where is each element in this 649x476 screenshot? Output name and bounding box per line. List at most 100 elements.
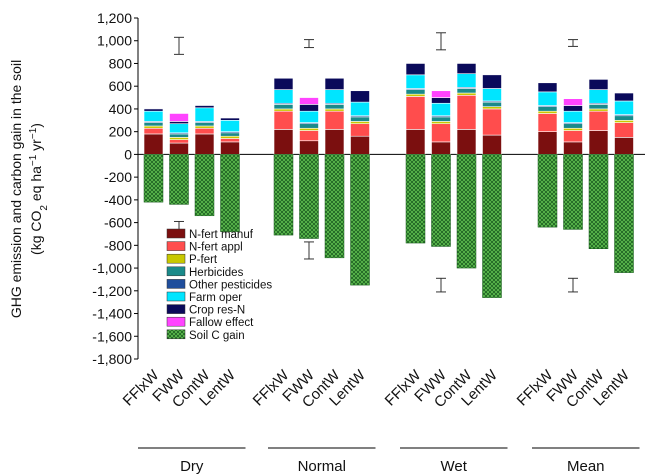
bar-segment-n-fert-appl — [405, 96, 426, 130]
bar-segment-farm-oper — [456, 73, 477, 88]
legend-item-herbicides: Herbicides — [166, 266, 244, 279]
bar-segment-n-fert-appl — [194, 127, 215, 135]
bar-dry-fflxw — [143, 108, 164, 203]
bar-segment-crop-res-n — [563, 105, 583, 112]
bar-segment-crop-res-n — [350, 90, 370, 103]
bar-segment-herbicides — [299, 123, 319, 129]
y-axis-label-line2: (kg CO2 eq ha−1 yr−1) — [28, 123, 50, 255]
bar-segment-n-fert-manuf — [324, 129, 345, 155]
bar-segment-farm-oper — [169, 123, 189, 134]
error-bar — [436, 277, 446, 293]
bar-segment-farm-oper — [299, 110, 319, 123]
y-axis-label-part: 2 — [39, 205, 50, 211]
bar-segment-p-fert — [614, 120, 634, 123]
y-tick-label: -200 — [104, 169, 132, 185]
bar-segment-n-fert-appl — [537, 113, 558, 132]
bar-segment-p-fert — [405, 93, 426, 97]
bar-segment-herbicides — [537, 106, 558, 112]
bar-segment-farm-oper — [350, 101, 370, 117]
legend-item-crop-res-n: Crop res-N — [166, 304, 245, 317]
legend-swatch — [166, 304, 186, 314]
bar-segment-n-fert-manuf — [350, 135, 370, 155]
legend-swatch — [166, 316, 186, 327]
bar-segment-herbicides — [405, 89, 426, 95]
bar-segment-n-fert-manuf — [169, 142, 189, 155]
x-axis-labels: FFlxWFWWContWLentWDryFFlxWFWWContWLentWN… — [120, 366, 640, 475]
bar-segment-crop-res-n — [537, 82, 558, 93]
y-tick-label: 800 — [109, 55, 133, 71]
bar-segment-soil-c-gain — [588, 154, 609, 249]
error-bar — [304, 39, 314, 49]
bar-segment-soil-c-gain — [537, 154, 558, 228]
bar-segment-soil-c-gain — [299, 154, 319, 239]
bar-segment-n-fert-appl — [350, 123, 370, 137]
bar-segment-farm-oper — [220, 120, 240, 132]
bar-segment-n-fert-manuf — [563, 141, 583, 155]
y-axis-label: GHG emission and carbon gain in the soil… — [8, 60, 50, 318]
bar-segment-crop-res-n — [169, 121, 189, 125]
bar-segment-p-fert — [273, 108, 294, 112]
legend-item-farm-oper: Farm oper — [166, 291, 242, 304]
y-tick-label: -800 — [104, 237, 132, 253]
legend-label: Fallow effect — [189, 317, 254, 329]
bar-segment-farm-oper — [588, 89, 609, 104]
bar-segment-herbicides — [194, 122, 215, 127]
bar-segment-soil-c-gain — [143, 154, 164, 203]
legend-swatch — [166, 266, 186, 277]
y-tick-label: -1,200 — [92, 283, 132, 299]
bar-segment-p-fert — [537, 110, 558, 114]
legend-item-other-pesticides: Other pesticides — [166, 279, 272, 291]
bar-segment-herbicides — [482, 101, 502, 107]
bar-wet-contw — [456, 63, 477, 269]
bar-segment-herbicides — [350, 116, 370, 122]
bar-segment-soil-c-gain — [456, 154, 477, 269]
stacked-bars — [143, 63, 634, 298]
legend-item-n-fert-manuf: N-fert manuf — [166, 228, 254, 241]
legend-item-soil-c-gain: Soil C gain — [166, 329, 245, 342]
y-axis-label-line1: GHG emission and carbon gain in the soil — [8, 60, 24, 318]
error-bar — [174, 36, 184, 55]
bar-segment-crop-res-n — [324, 77, 345, 90]
bar-dry-fww — [169, 113, 189, 205]
bar-segment-n-fert-appl — [563, 130, 583, 143]
bar-segment-crop-res-n — [220, 117, 240, 121]
bar-segment-crop-res-n — [431, 97, 451, 104]
legend-swatch — [166, 253, 186, 264]
bar-segment-farm-oper — [537, 91, 558, 106]
bar-segment-farm-oper — [405, 74, 426, 89]
legend-item-n-fert-appl: N-fert appl — [166, 241, 243, 254]
bar-segment-soil-c-gain — [169, 154, 189, 205]
legend-swatch — [166, 241, 186, 251]
legend-item-fallow-effect: Fallow effect — [166, 316, 254, 329]
bar-segment-soil-c-gain — [405, 154, 426, 244]
legend-label: Other pesticides — [189, 279, 272, 291]
bar-segment-herbicides — [563, 123, 583, 129]
group-label: Dry — [180, 458, 204, 475]
bar-segment-herbicides — [588, 104, 609, 110]
legend-swatch — [166, 291, 186, 302]
legend-swatch — [166, 329, 186, 340]
y-tick-label: 400 — [109, 101, 133, 117]
bar-segment-p-fert — [324, 108, 345, 112]
bar-segment-n-fert-appl — [456, 94, 477, 130]
bar-segment-n-fert-appl — [588, 110, 609, 131]
bar-segment-crop-res-n — [273, 77, 294, 90]
bar-segment-p-fert — [482, 106, 502, 110]
y-axis-label-part: yr — [28, 139, 44, 155]
error-bars — [174, 32, 578, 293]
bar-segment-herbicides — [431, 116, 451, 122]
y-tick-label: 600 — [109, 78, 133, 94]
bar-segment-p-fert — [169, 137, 189, 140]
bar-mean-fflxw — [537, 82, 558, 228]
bar-segment-soil-c-gain — [273, 154, 294, 236]
bar-segment-fallow-effect — [563, 98, 583, 106]
y-axis-label-part: −1 — [28, 154, 39, 166]
bar-segment-farm-oper — [194, 107, 215, 122]
bar-segment-farm-oper — [273, 89, 294, 104]
bar-segment-herbicides — [324, 104, 345, 110]
bar-segment-n-fert-appl — [169, 139, 189, 144]
bar-wet-fww — [431, 90, 451, 247]
bar-segment-p-fert — [563, 127, 583, 131]
bar-segment-herbicides — [169, 133, 189, 138]
